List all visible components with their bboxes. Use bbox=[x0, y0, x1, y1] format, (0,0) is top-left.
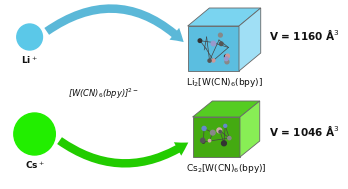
Circle shape bbox=[202, 141, 205, 143]
Polygon shape bbox=[239, 8, 261, 71]
Circle shape bbox=[222, 141, 226, 146]
Circle shape bbox=[224, 57, 228, 61]
Text: Cs$_2$[W(CN)$_6$(bpy)]: Cs$_2$[W(CN)$_6$(bpy)] bbox=[186, 162, 267, 175]
Circle shape bbox=[208, 59, 211, 62]
Text: [W(CN)$_6$(bpy)]$^{2-}$: [W(CN)$_6$(bpy)]$^{2-}$ bbox=[68, 87, 139, 101]
Text: Cs$^+$: Cs$^+$ bbox=[25, 159, 45, 171]
Polygon shape bbox=[240, 101, 260, 157]
Circle shape bbox=[14, 113, 55, 155]
Circle shape bbox=[17, 24, 42, 50]
Circle shape bbox=[219, 33, 222, 37]
Polygon shape bbox=[192, 117, 240, 157]
Circle shape bbox=[226, 54, 229, 58]
Circle shape bbox=[219, 130, 221, 133]
Circle shape bbox=[212, 59, 215, 62]
Circle shape bbox=[224, 124, 227, 127]
Circle shape bbox=[225, 60, 229, 64]
Polygon shape bbox=[188, 26, 239, 71]
Circle shape bbox=[198, 39, 202, 43]
Circle shape bbox=[211, 130, 215, 135]
Text: V = 1160 Å$^3$: V = 1160 Å$^3$ bbox=[269, 28, 340, 43]
FancyArrowPatch shape bbox=[57, 137, 188, 168]
Text: Li$^+$: Li$^+$ bbox=[21, 54, 38, 66]
Polygon shape bbox=[188, 8, 261, 26]
Circle shape bbox=[220, 42, 223, 46]
Circle shape bbox=[200, 138, 205, 143]
FancyArrowPatch shape bbox=[44, 4, 184, 42]
Circle shape bbox=[217, 128, 222, 133]
Circle shape bbox=[208, 139, 211, 142]
Circle shape bbox=[228, 136, 231, 140]
Text: Li$_2$[W(CN)$_6$(bpy)]: Li$_2$[W(CN)$_6$(bpy)] bbox=[185, 76, 263, 89]
Circle shape bbox=[211, 41, 215, 46]
Circle shape bbox=[224, 55, 228, 58]
Text: V = 1046 Å$^3$: V = 1046 Å$^3$ bbox=[269, 123, 340, 138]
Circle shape bbox=[202, 126, 206, 130]
Polygon shape bbox=[192, 101, 260, 117]
